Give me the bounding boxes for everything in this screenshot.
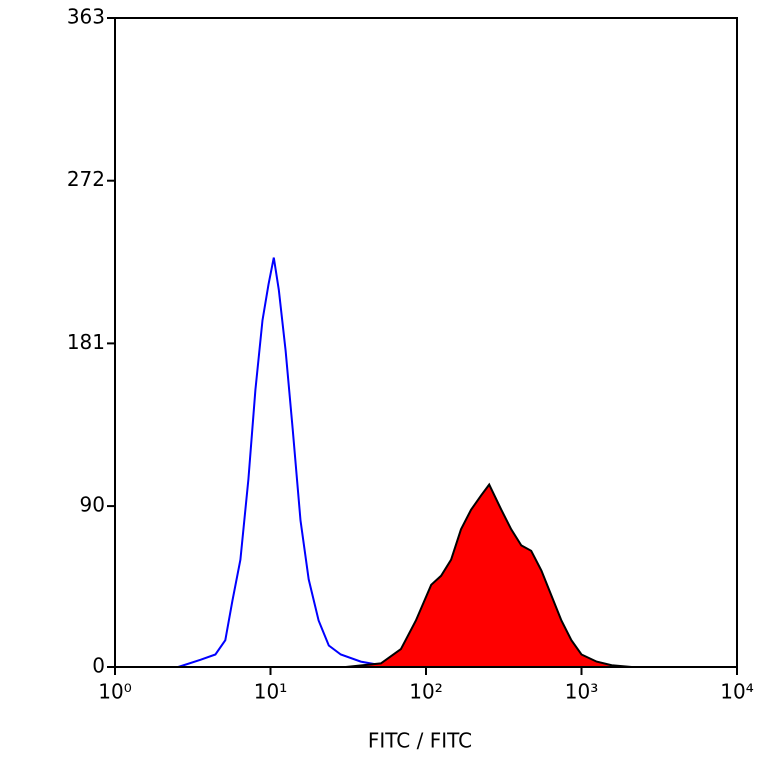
x-tick-label: 10²	[409, 680, 442, 704]
x-tick-label: 10³	[565, 680, 598, 704]
x-tick-label: 10⁴	[720, 680, 753, 704]
plot-frame	[114, 17, 738, 668]
x-tick-label: 10⁰	[98, 680, 131, 704]
x-axis-label: FITC / FITC	[368, 729, 472, 753]
y-tick-label: 363	[67, 5, 105, 29]
y-tick-label: 181	[67, 330, 105, 354]
y-tick-label: 0	[92, 654, 105, 678]
x-tick-label: 10¹	[254, 680, 287, 704]
y-tick-label: 90	[80, 493, 105, 517]
filled-histogram	[345, 482, 632, 668]
y-tick-label: 272	[67, 167, 105, 191]
outline-histogram	[177, 257, 401, 668]
